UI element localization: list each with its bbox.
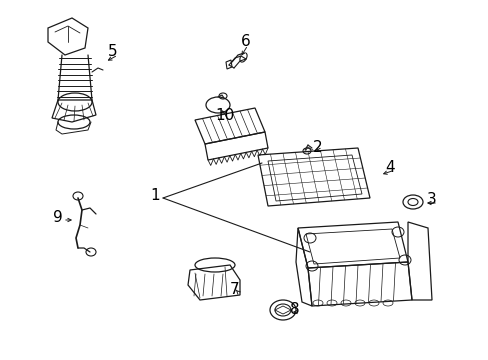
Ellipse shape [402,195,422,209]
Ellipse shape [205,97,229,113]
Ellipse shape [269,300,295,320]
Ellipse shape [398,255,410,265]
Ellipse shape [274,304,290,316]
Text: 3: 3 [426,193,436,207]
Text: 8: 8 [289,302,299,318]
Text: 6: 6 [241,35,250,49]
Text: 4: 4 [385,161,394,175]
Text: 2: 2 [312,140,322,156]
Ellipse shape [86,248,96,256]
Ellipse shape [58,93,92,111]
Ellipse shape [58,115,90,129]
Ellipse shape [391,227,403,237]
Text: 9: 9 [53,211,63,225]
Ellipse shape [305,261,317,271]
Ellipse shape [195,258,235,272]
Text: 10: 10 [215,108,234,122]
Ellipse shape [304,233,315,243]
Text: 5: 5 [108,45,118,59]
Text: 1: 1 [150,188,160,202]
Text: 7: 7 [230,283,239,297]
Ellipse shape [73,192,83,200]
